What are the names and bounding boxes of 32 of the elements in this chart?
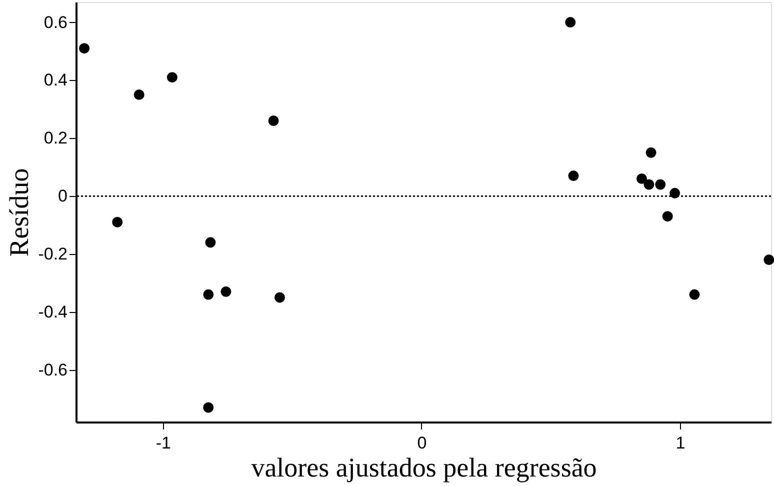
y-tick-label: 0.2 — [44, 128, 68, 148]
x-tick-label: 1 — [676, 434, 686, 452]
x-axis-title: valores ajustados pela regressão — [251, 452, 597, 482]
x-tick-label: -1 — [156, 434, 171, 452]
point — [274, 292, 285, 303]
y-tick-label: 0 — [58, 186, 68, 206]
y-tick-label: -0.6 — [38, 360, 68, 380]
point — [689, 289, 700, 300]
y-tick-label: 0.6 — [44, 12, 68, 32]
y-tick-label: -0.2 — [38, 244, 68, 264]
point — [220, 286, 232, 297]
point — [636, 173, 647, 184]
point — [268, 116, 279, 126]
point — [203, 402, 214, 413]
y-tick-label: -0.4 — [38, 302, 68, 322]
point — [568, 170, 579, 182]
point — [79, 43, 90, 54]
point — [662, 211, 673, 222]
point — [166, 72, 178, 83]
point — [670, 188, 680, 198]
point — [764, 254, 774, 266]
x-tick-label: 0 — [417, 434, 427, 452]
point — [112, 216, 123, 228]
point — [655, 179, 666, 190]
point — [644, 179, 654, 190]
point — [565, 17, 576, 28]
y-axis-title: Resíduo — [4, 168, 34, 257]
y-tick-label: 0.4 — [44, 70, 68, 90]
point — [646, 147, 656, 158]
point — [203, 289, 214, 300]
point — [134, 89, 144, 100]
point — [205, 237, 216, 248]
